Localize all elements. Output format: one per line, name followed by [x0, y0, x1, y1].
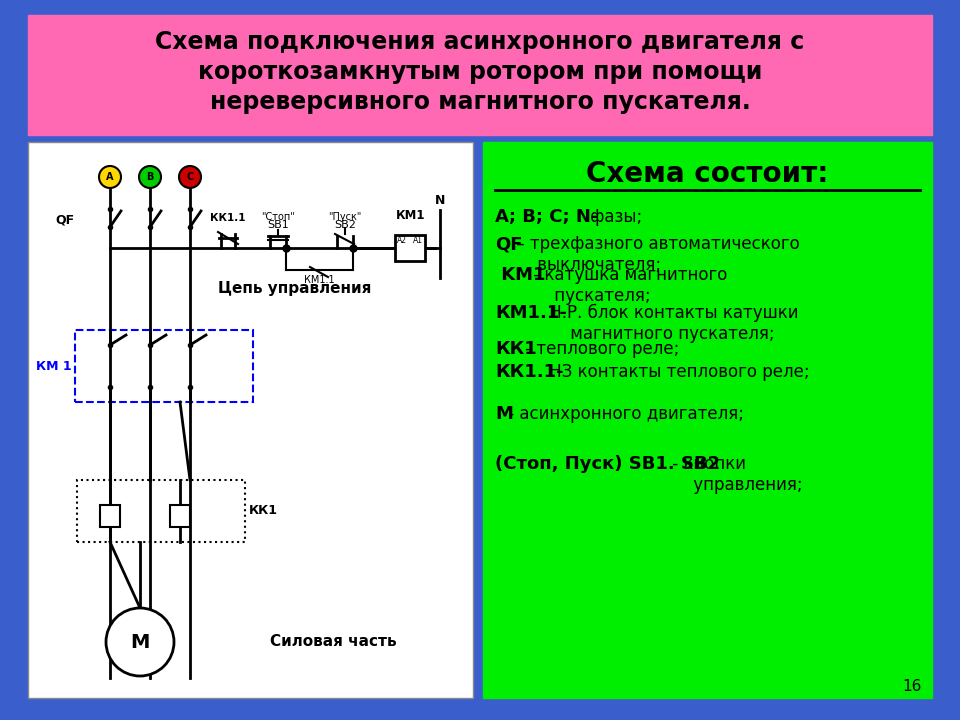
Text: КМ 1: КМ 1 — [36, 359, 72, 372]
Text: "Стоп": "Стоп" — [261, 212, 295, 222]
Circle shape — [179, 166, 201, 188]
Text: KM1: KM1 — [495, 266, 545, 284]
Text: НЗ контакты теплового реле;: НЗ контакты теплового реле; — [544, 363, 810, 381]
Circle shape — [139, 166, 161, 188]
Bar — [170, 505, 190, 527]
Text: А; В; С; N-: А; В; С; N- — [495, 208, 598, 226]
Text: КК1.1-: КК1.1- — [495, 363, 564, 381]
Circle shape — [106, 608, 174, 676]
Text: КК1: КК1 — [495, 340, 537, 358]
Bar — [100, 505, 120, 527]
FancyBboxPatch shape — [28, 142, 473, 698]
Text: - кнопки
     управления;: - кнопки управления; — [667, 455, 803, 494]
Text: 16: 16 — [902, 679, 922, 694]
Circle shape — [99, 166, 121, 188]
Text: КМ1.1: КМ1.1 — [303, 275, 334, 285]
Text: N: N — [435, 194, 445, 207]
Text: SB2: SB2 — [334, 220, 356, 230]
Text: КМ1.1-: КМ1.1- — [495, 304, 566, 322]
Text: "Пуск": "Пуск" — [328, 212, 362, 222]
Text: – трехфазного автоматического
     выключателя;: – трехфазного автоматического выключател… — [512, 235, 800, 274]
Text: короткозамкнутым ротором при помощи: короткозамкнутым ротором при помощи — [198, 60, 762, 84]
Text: - катушка магнитного
     пускателя;: - катушка магнитного пускателя; — [528, 266, 727, 305]
Text: A2: A2 — [397, 236, 407, 245]
Text: Силовая часть: Силовая часть — [270, 634, 396, 649]
Text: C: C — [186, 172, 194, 182]
FancyBboxPatch shape — [483, 142, 932, 698]
Text: Цепь управления: Цепь управления — [218, 281, 372, 295]
Text: A: A — [107, 172, 113, 182]
Text: - теплового реле;: - теплового реле; — [519, 340, 679, 358]
FancyBboxPatch shape — [28, 15, 932, 135]
Text: КК1.1: КК1.1 — [210, 213, 246, 223]
Text: М: М — [131, 632, 150, 652]
Text: - асинхронного двигателя;: - асинхронного двигателя; — [503, 405, 744, 423]
Text: QF: QF — [495, 235, 522, 253]
Text: A1: A1 — [413, 236, 423, 245]
Text: КК1: КК1 — [249, 505, 278, 518]
Bar — [395, 235, 425, 261]
Text: (Стоп, Пуск) SB1. SB2: (Стоп, Пуск) SB1. SB2 — [495, 455, 720, 473]
Text: Н.Р. блок контакты катушки
     магнитного пускателя;: Н.Р. блок контакты катушки магнитного пу… — [544, 304, 799, 343]
Text: Схема подключения асинхронного двигателя с: Схема подключения асинхронного двигателя… — [156, 30, 804, 54]
Text: фазы;: фазы; — [586, 208, 642, 226]
Text: Схема состоит:: Схема состоит: — [586, 160, 828, 188]
Text: М: М — [495, 405, 513, 423]
Text: SB1: SB1 — [267, 220, 289, 230]
Text: нереверсивного магнитного пускателя.: нереверсивного магнитного пускателя. — [209, 90, 751, 114]
Text: КМ1: КМ1 — [396, 209, 425, 222]
Text: QF: QF — [55, 214, 74, 227]
Text: B: B — [146, 172, 154, 182]
